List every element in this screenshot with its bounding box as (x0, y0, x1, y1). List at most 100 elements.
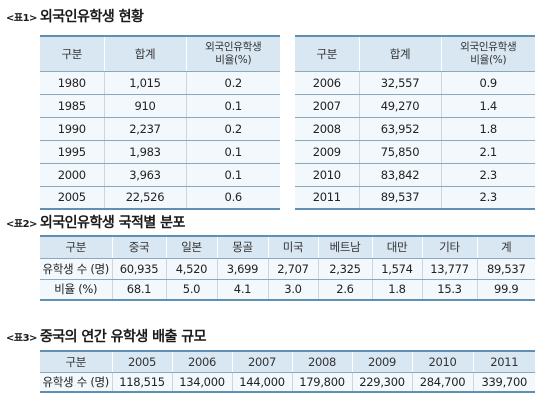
row-label-cell: 2000 (40, 163, 104, 187)
value-cell: 229,300 (351, 372, 412, 393)
value-cell: 89,537 (476, 258, 535, 280)
row-label-cell: 1995 (40, 140, 104, 164)
row-label-cell: 비율 (%) (40, 279, 112, 301)
value-cell: 49,270 (358, 94, 441, 118)
value-cell: 13,777 (421, 258, 477, 280)
value-cell: 0.6 (185, 186, 280, 210)
value-cell: 63,952 (358, 117, 441, 141)
header-cell: 중국 (111, 236, 166, 259)
value-cell: 339,700 (472, 372, 535, 393)
row-label-cell: 2007 (295, 94, 359, 118)
value-cell: 0.1 (185, 94, 280, 118)
table3-header-row: 구분 2005 2006 2007 2008 2009 2010 2011 (40, 351, 535, 373)
row-label-cell: 1980 (40, 71, 104, 95)
table3: 구분 2005 2006 2007 2008 2009 2010 2011 유학생 수 (명)… (40, 350, 535, 393)
header-cell: 2010 (411, 351, 473, 373)
table-row: 2007 49,270 1.4 (295, 94, 535, 118)
value-cell: 2.6 (317, 279, 372, 301)
ratio-line1: 외국인유학생 (460, 40, 517, 53)
table-row: 1980 1,015 0.2 (40, 71, 280, 95)
value-cell: 0.2 (185, 71, 280, 95)
value-cell: 3.0 (267, 279, 318, 301)
value-cell: 2.1 (440, 140, 535, 164)
value-cell: 1,983 (103, 140, 186, 164)
table-row: 2008 63,952 1.8 (295, 117, 535, 141)
header-cell: 2008 (291, 351, 352, 373)
table-row: 1995 1,983 0.1 (40, 140, 280, 164)
row-label-cell: 2011 (295, 186, 359, 210)
value-cell: 2,325 (317, 258, 372, 280)
table2-caption: <표2> 외국인유학생 국적별 분포 (6, 212, 185, 232)
row-label-cell: 유학생 수 (명) (40, 372, 112, 393)
value-cell: 2,707 (267, 258, 318, 280)
table1-right-header-total: 합계 (358, 36, 441, 72)
value-cell: 1.8 (440, 117, 535, 141)
header-cell: 2007 (231, 351, 292, 373)
table3-caption: <표3> 중국의 연간 유학생 배출 규모 (6, 326, 206, 346)
row-label-cell: 2009 (295, 140, 359, 164)
table2-header-row: 구분 중국 일본 몽골 미국 베트남 대만 기타 계 (40, 236, 535, 259)
row-label-cell: 2010 (295, 163, 359, 187)
header-cell: 베트남 (317, 236, 372, 259)
ratio-line1: 외국인유학생 (205, 40, 262, 53)
value-cell: 0.2 (185, 117, 280, 141)
table-row: 2006 32,557 0.9 (295, 71, 535, 95)
header-cell: 기타 (421, 236, 477, 259)
value-cell: 68.1 (111, 279, 166, 301)
value-cell: 2.3 (440, 163, 535, 187)
header-cell: 2011 (472, 351, 535, 373)
table3-title: 중국의 연간 유학생 배출 규모 (39, 329, 207, 345)
value-cell: 0.1 (185, 140, 280, 164)
value-cell: 910 (103, 94, 186, 118)
value-cell: 284,700 (411, 372, 473, 393)
value-cell: 4.1 (216, 279, 268, 301)
value-cell: 2,237 (103, 117, 186, 141)
table1-tag: <표1> (6, 13, 37, 24)
table1-title: 외국인유학생 현황 (39, 9, 144, 25)
value-cell: 2.3 (440, 186, 535, 210)
table1-left-header-ratio: 외국인유학생 비율(%) (185, 36, 280, 72)
header-cell: 일본 (165, 236, 217, 259)
table2-body: 유학생 수 (명) 60,935 4,520 3,699 2,707 2,325 1,574… (40, 258, 535, 301)
value-cell: 118,515 (111, 372, 172, 393)
header-cell: 대만 (371, 236, 422, 259)
header-cell: 구분 (40, 236, 112, 259)
table2: 구분 중국 일본 몽골 미국 베트남 대만 기타 계 유학생 수 (명) 60,935 4,520 3… (40, 235, 535, 301)
value-cell: 32,557 (358, 71, 441, 95)
table1-left-header-category: 구분 (40, 36, 104, 72)
row-label-cell: 2008 (295, 117, 359, 141)
value-cell: 0.1 (185, 163, 280, 187)
table-row: 2011 89,537 2.3 (295, 186, 535, 210)
row-label-cell: 1985 (40, 94, 104, 118)
table-row: 1985 910 0.1 (40, 94, 280, 118)
value-cell: 5.0 (165, 279, 217, 301)
value-cell: 1.8 (371, 279, 422, 301)
table3-tag: <표3> (6, 333, 37, 344)
value-cell: 1.4 (440, 94, 535, 118)
value-cell: 179,800 (291, 372, 352, 393)
ratio-line2: 비율(%) (470, 53, 507, 66)
table-row: 비율 (%) 68.1 5.0 4.1 3.0 2.6 1.8 15.3 99.9 (40, 279, 535, 301)
table1-right: 구분 합계 외국인유학생 비율(%) 2006 32,557 0.9 2007 49,2… (295, 35, 535, 210)
table1-left-header-total: 합계 (103, 36, 186, 72)
value-cell: 99.9 (476, 279, 535, 301)
value-cell: 134,000 (171, 372, 232, 393)
table1-left: 구분 합계 외국인유학생 비율(%) 1980 1,015 0.2 1985 910 0.… (40, 35, 280, 210)
value-cell: 4,520 (165, 258, 217, 280)
value-cell: 144,000 (231, 372, 292, 393)
table-row: 유학생 수 (명) 60,935 4,520 3,699 2,707 2,325 1,574… (40, 258, 535, 280)
value-cell: 1,574 (371, 258, 422, 280)
row-label-cell: 1990 (40, 117, 104, 141)
table3-body: 유학생 수 (명) 118,515 134,000 144,000 179,800 229… (40, 372, 535, 393)
value-cell: 0.9 (440, 71, 535, 95)
table1-left-body: 1980 1,015 0.2 1985 910 0.1 1990 2,237 0.2 1995 1,… (40, 71, 280, 210)
table-row: 2009 75,850 2.1 (295, 140, 535, 164)
value-cell: 60,935 (111, 258, 166, 280)
table-row: 2000 3,963 0.1 (40, 163, 280, 187)
value-cell: 89,537 (358, 186, 441, 210)
header-cell: 미국 (267, 236, 318, 259)
value-cell: 1,015 (103, 71, 186, 95)
value-cell: 75,850 (358, 140, 441, 164)
ratio-line2: 비율(%) (215, 53, 252, 66)
value-cell: 22,526 (103, 186, 186, 210)
